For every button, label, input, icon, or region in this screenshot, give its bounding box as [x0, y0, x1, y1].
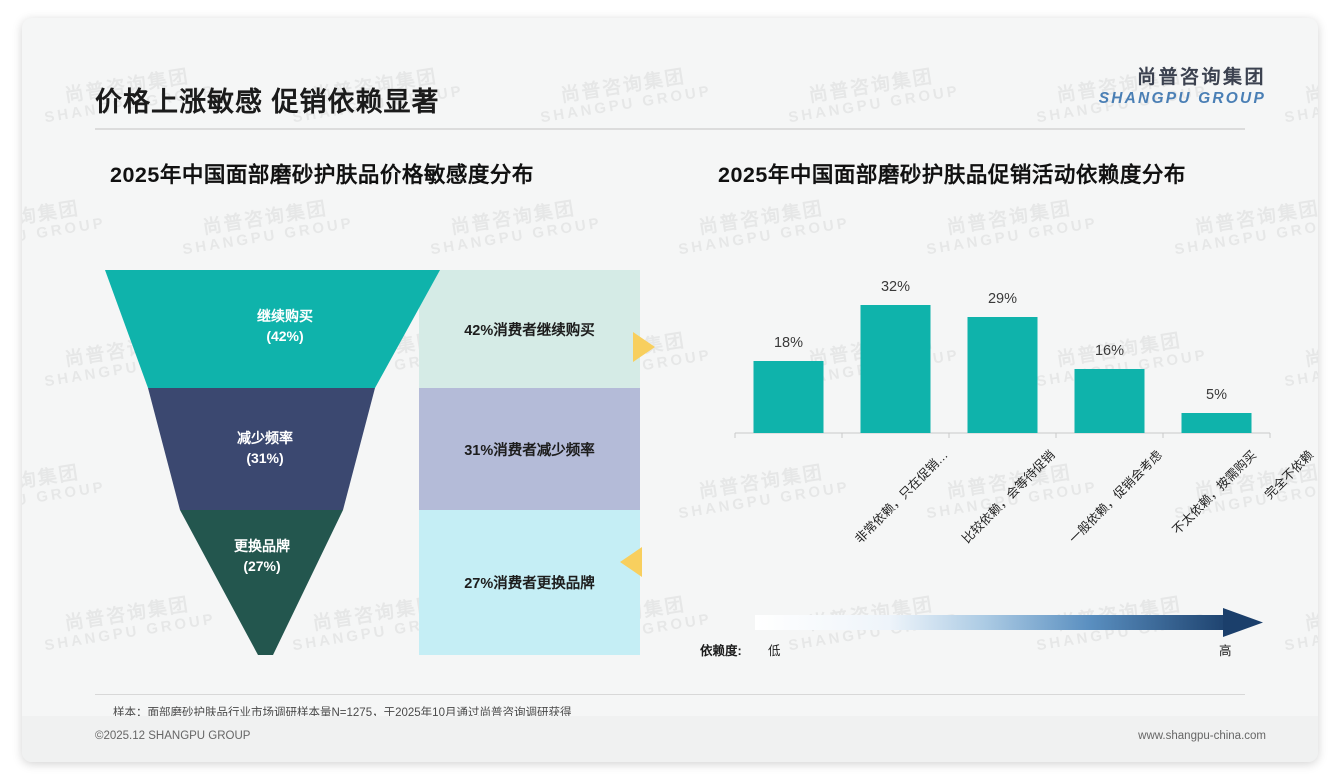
bar-rect[interactable]: [1074, 369, 1145, 433]
bar-value-label: 29%: [987, 291, 1018, 307]
funnel-segment-2: [180, 510, 343, 655]
bar-value-label: 18%: [773, 335, 804, 351]
funnel-note-text-2: 27%消费者更换品牌: [464, 576, 595, 592]
header-divider: [95, 128, 1245, 130]
funnel-note-row: 42%消费者继续购买: [95, 270, 640, 388]
arrow-left-icon: [620, 547, 642, 577]
copyright-text: ©2025.12 SHANGPU GROUP: [95, 730, 251, 742]
bar-chart-title: 2025年中国面部磨砂护肤品促销活动依赖度分布: [718, 163, 1186, 187]
funnel-segment-1: [148, 388, 375, 510]
arrow-right-icon: [633, 332, 655, 362]
funnel-segment-label-0: 继续购买 (42%): [205, 306, 365, 347]
funnel-label-text-2: 更换品牌: [234, 538, 290, 554]
bar-value-label: 32%: [880, 279, 911, 295]
bar-value-label: 16%: [1094, 343, 1125, 359]
funnel-segment-0: [105, 270, 440, 388]
dependency-gradient-legend: 依赖度: 低 高: [700, 606, 1285, 668]
page-title: 价格上涨敏感 促销依赖显著: [95, 87, 440, 117]
funnel-segment-label-2: 更换品牌 (27%): [182, 536, 342, 577]
bar-chart: 18% 32% 29% 16% 5% 非常依赖，只在促销… 比较依赖，会等待促销 一般依赖，…: [700, 270, 1316, 600]
funnel-label-text-1: 减少频率: [237, 430, 293, 446]
funnel-label-pct-1: (31%): [246, 450, 284, 467]
website-link[interactable]: www.shangpu-china.com: [1138, 730, 1266, 742]
funnel-note-text-0: 42%消费者继续购买: [464, 322, 595, 339]
gradient-arrow-icon: [755, 608, 1263, 637]
funnel-note-panel-2: 27%消费者更换品牌: [419, 510, 640, 655]
funnel-panel: 2025年中国面部磨砂护肤品价格敏感度分布 42%消费者继续购买 31%消费者减…: [95, 158, 655, 688]
legend-low-label: 低: [768, 644, 781, 658]
funnel-note-panel-1: 31%消费者减少频率: [419, 388, 640, 510]
bar-panel: 2025年中国面部磨砂护肤品促销活动依赖度分布 18% 32% 29% 16% 5% 非…: [700, 158, 1316, 688]
legend-high-label: 高: [1219, 644, 1232, 658]
funnel-shape: [105, 270, 440, 655]
funnel-label-pct-2: (27%): [243, 558, 281, 575]
funnel-segment-label-1: 减少频率 (31%): [185, 428, 345, 469]
funnel-label-text-0: 继续购买: [257, 308, 313, 324]
logo-english-text: SHANGPU GROUP: [1098, 90, 1266, 107]
bar-rect[interactable]: [1181, 413, 1252, 433]
slide-footer: ©2025.12 SHANGPU GROUP www.shangpu-china…: [22, 716, 1318, 762]
bar-chart-plot: [734, 305, 1271, 438]
funnel-note-panel-0: 42%消费者继续购买: [419, 270, 640, 388]
legend-title: 依赖度:: [700, 644, 742, 658]
bar-rect[interactable]: [967, 317, 1038, 433]
funnel-note-row: 31%消费者减少频率: [95, 388, 640, 510]
bar-rect[interactable]: [860, 305, 931, 433]
bar-value-label: 5%: [1206, 387, 1227, 403]
funnel-chart: 42%消费者继续购买 31%消费者减少频率 27%消费者更换品牌 继续: [95, 270, 655, 655]
slide-header: 价格上涨敏感 促销依赖显著 尚普咨询集团 SHANGPU GROUP: [22, 18, 1318, 122]
bar-rect[interactable]: [753, 361, 824, 433]
slide: 尚普咨询集团 SHANGPU GROUP 尚普咨询集团 SHANGPU GROUP 尚普…: [22, 18, 1318, 762]
funnel-note-text-1: 31%消费者减少频率: [464, 442, 595, 459]
funnel-chart-title: 2025年中国面部磨砂护肤品价格敏感度分布: [110, 163, 534, 187]
funnel-label-pct-0: (42%): [266, 328, 304, 345]
funnel-note-row: 27%消费者更换品牌: [95, 510, 640, 655]
logo-chinese-text: 尚普咨询集团: [1136, 67, 1266, 88]
brand-logo: 尚普咨询集团 SHANGPU GROUP: [1099, 62, 1266, 108]
